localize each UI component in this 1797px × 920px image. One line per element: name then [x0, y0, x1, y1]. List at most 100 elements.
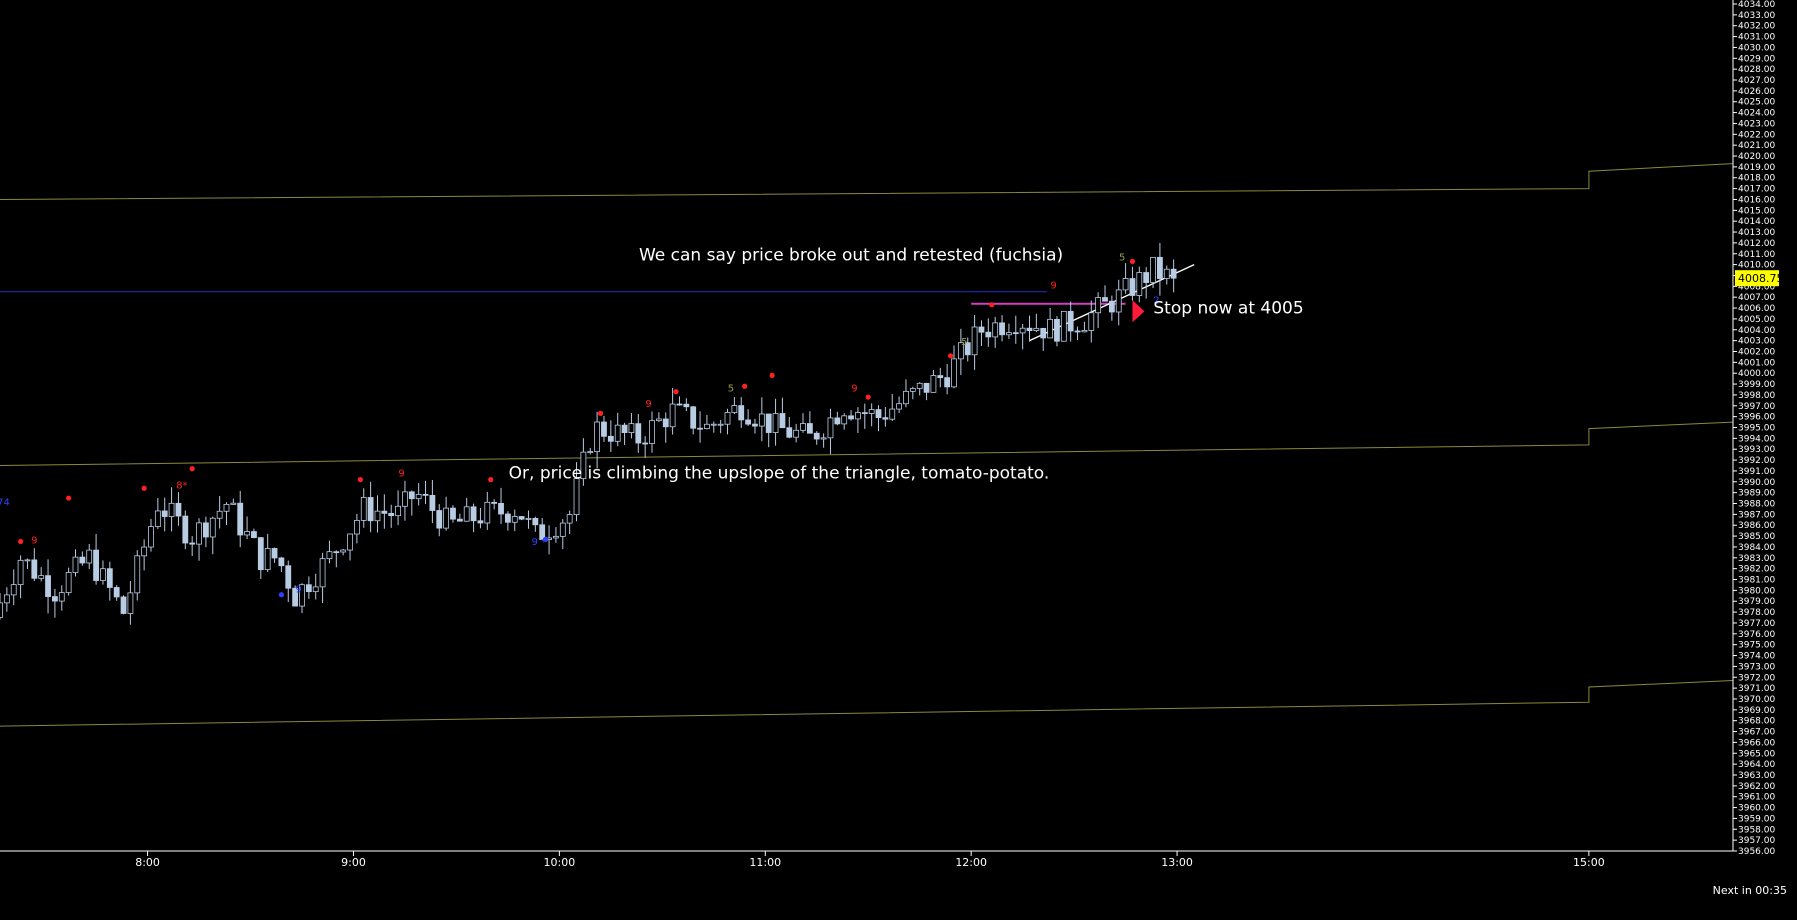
candle-body	[422, 493, 429, 496]
candle-body	[3, 594, 10, 604]
candle-body	[655, 418, 662, 422]
candle-body	[264, 548, 271, 571]
candle	[127, 581, 134, 625]
candle-body	[285, 565, 292, 589]
candle-body	[1019, 327, 1026, 334]
x-tick-label: 9:00	[341, 856, 366, 869]
y-tick-label: 3965.00	[1738, 749, 1775, 759]
candle	[436, 504, 443, 537]
candle-body	[436, 510, 443, 529]
candle	[676, 396, 683, 406]
candle	[690, 405, 697, 435]
y-tick-label: 3956.00	[1738, 847, 1775, 857]
candle-body	[347, 533, 353, 551]
candle	[189, 536, 196, 557]
signal-dot	[66, 495, 72, 501]
candle	[79, 551, 86, 566]
candle-body	[127, 592, 134, 614]
y-tick-label: 3979.00	[1738, 597, 1775, 607]
candle-body	[937, 375, 944, 379]
y-tick-label: 4001.00	[1738, 358, 1775, 368]
candle-body	[141, 546, 148, 557]
candle	[388, 504, 395, 528]
candle	[697, 411, 703, 443]
candle	[710, 421, 717, 433]
candle	[655, 412, 662, 423]
candle	[683, 398, 690, 412]
y-tick-label: 4014.00	[1738, 217, 1775, 227]
candle	[903, 379, 909, 408]
y-tick-label: 3961.00	[1738, 793, 1775, 803]
y-tick-label: 3971.00	[1738, 684, 1775, 694]
middle-channel	[0, 421, 1734, 466]
candle-body	[1047, 318, 1053, 339]
candle-body	[587, 451, 594, 453]
candle-body	[388, 512, 395, 517]
y-tick-label: 4021.00	[1738, 141, 1775, 151]
y-tick-label: 4012.00	[1738, 239, 1775, 249]
markers: 9 74 8* 9 9 9 * 9 5 9 5 9 5 2	[0, 252, 1160, 598]
y-tick-label: 4027.00	[1738, 76, 1775, 86]
candle	[868, 403, 875, 427]
candle	[813, 431, 820, 445]
candle-body	[889, 408, 896, 420]
y-tick-label: 4028.00	[1738, 65, 1775, 75]
candle	[299, 583, 305, 614]
candle-body	[779, 413, 786, 429]
candle	[223, 502, 230, 526]
candle	[1150, 256, 1156, 289]
candle-body	[1088, 312, 1095, 331]
candle-body	[491, 501, 498, 504]
candle	[196, 518, 202, 561]
candle-body	[1054, 318, 1060, 342]
candle-body	[525, 518, 532, 520]
candle	[1019, 324, 1026, 350]
y-tick-label: 3992.00	[1738, 456, 1775, 466]
y-tick-label: 4034.00	[1738, 0, 1775, 10]
candle	[930, 369, 937, 393]
candle-body	[203, 522, 209, 538]
candle-body	[813, 432, 820, 440]
candle	[237, 490, 244, 548]
candle	[1143, 267, 1150, 299]
level-lines	[0, 264, 1195, 342]
candle-body	[1095, 297, 1102, 314]
candle-body	[909, 388, 916, 392]
candle	[0, 593, 3, 620]
candle	[594, 411, 601, 469]
signal-dot	[769, 372, 775, 378]
candle	[882, 406, 889, 427]
candle-body	[1136, 272, 1143, 296]
candle	[52, 588, 58, 618]
signal-dot	[597, 410, 604, 416]
candle	[319, 552, 326, 604]
candle	[752, 418, 758, 434]
candle-body	[319, 558, 326, 588]
candle	[1060, 310, 1067, 342]
y-tick-label: 3959.00	[1738, 814, 1775, 824]
candle-body	[175, 502, 182, 517]
candle-body	[553, 535, 559, 539]
y-tick-label: 4004.00	[1738, 326, 1775, 336]
y-tick-label: 4030.00	[1738, 43, 1775, 53]
sell-arrow-icon	[1132, 300, 1145, 323]
candle	[738, 397, 745, 428]
candle-body	[299, 584, 305, 607]
candle	[402, 480, 408, 521]
candle-body	[148, 526, 154, 548]
candle-body	[31, 559, 38, 579]
candle-body	[896, 403, 903, 410]
candle	[278, 556, 285, 572]
candle-body	[498, 503, 504, 515]
chart-annotation: Stop now at 4005	[1153, 298, 1303, 318]
candle-body	[223, 503, 230, 512]
candle	[347, 533, 353, 561]
candle-body	[209, 517, 216, 538]
y-tick-label: 3997.00	[1738, 402, 1775, 412]
candle	[539, 518, 546, 541]
candle	[72, 549, 79, 577]
y-tick-label: 4005.00	[1738, 315, 1775, 325]
y-tick-label: 4003.00	[1738, 337, 1775, 347]
signal-dot	[17, 538, 24, 545]
